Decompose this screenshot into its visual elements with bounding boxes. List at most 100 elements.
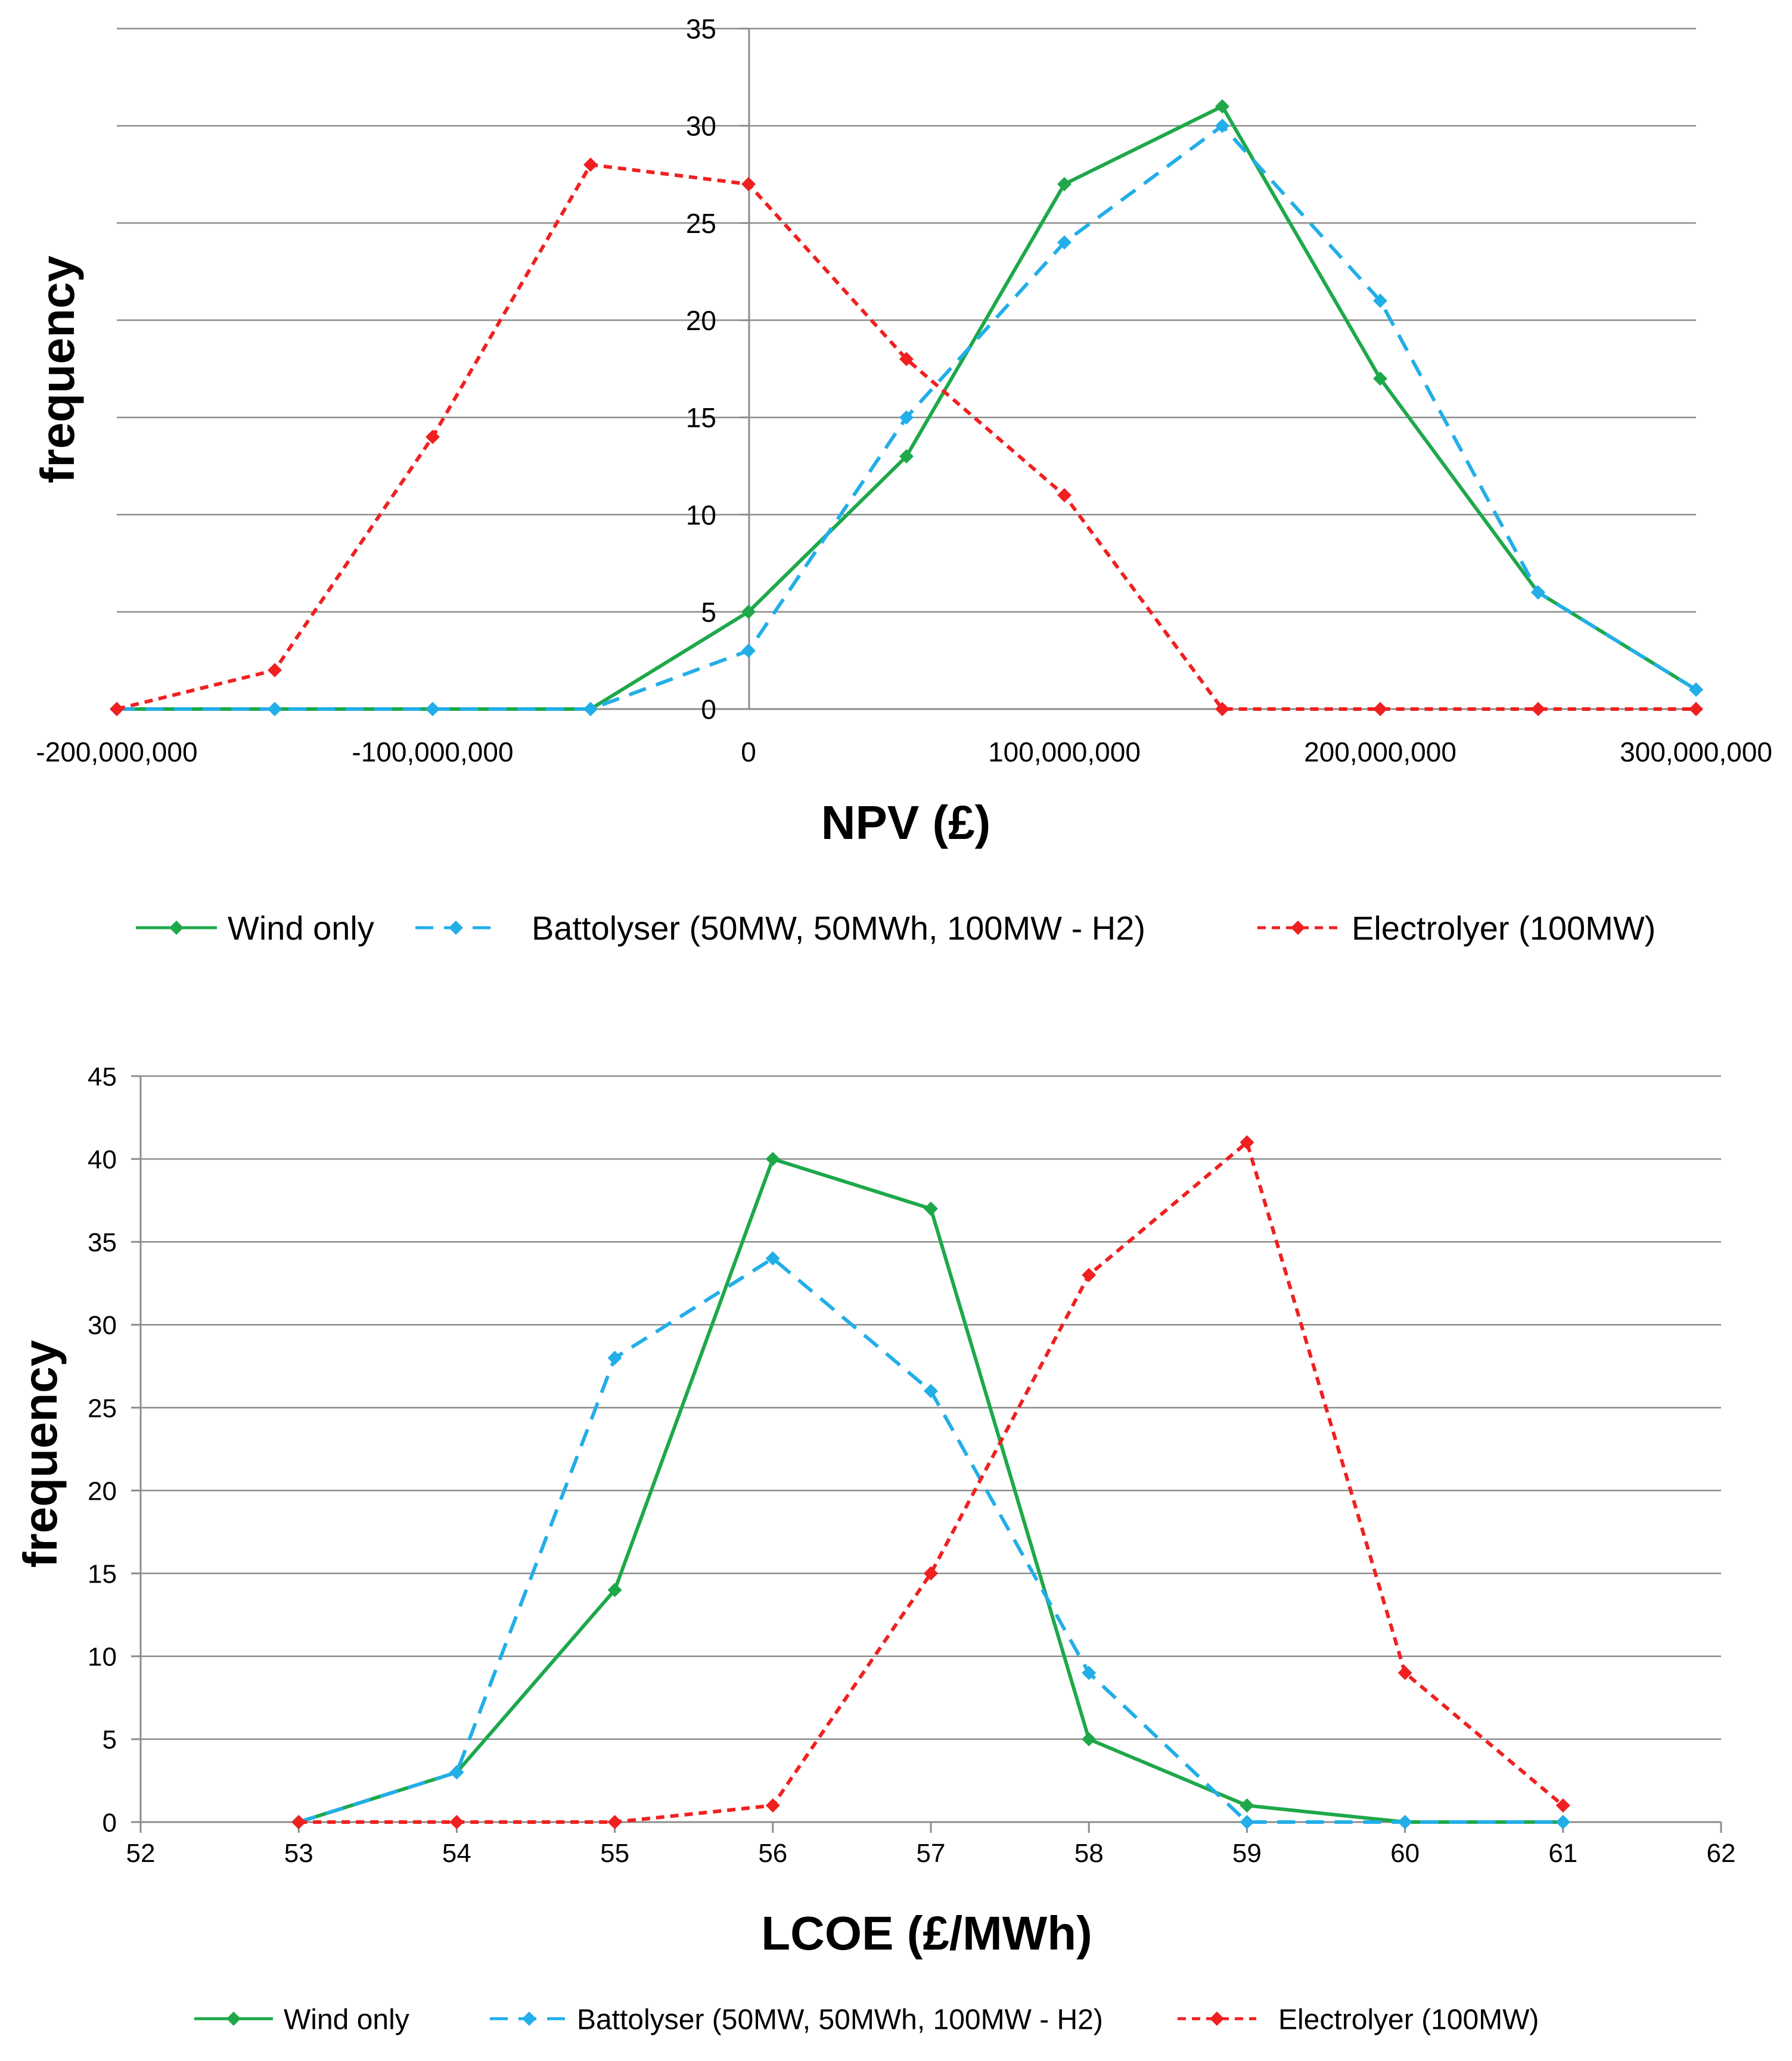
data-point	[449, 1815, 464, 1829]
lcoe-y-tick-labels: 0 5 10 15 20 25 30 35 40 45	[88, 1062, 117, 1838]
series-electrolyer	[291, 1135, 1570, 1829]
data-point	[1373, 371, 1387, 386]
legend-item: Electrolyer (100MW)	[1178, 2004, 1539, 2035]
legend-label: Electrolyer (100MW)	[1352, 909, 1656, 947]
data-point	[1082, 1267, 1097, 1282]
data-point	[1373, 293, 1387, 308]
x-tick-label: 200,000,000	[1304, 736, 1456, 767]
legend-label: Electrolyer (100MW)	[1278, 2004, 1539, 2035]
y-tick-label: 5	[701, 596, 716, 627]
x-tick-label: 56	[758, 1839, 787, 1868]
data-point	[924, 1566, 938, 1581]
y-tick-label: 25	[686, 208, 716, 239]
npv-gridlines	[117, 27, 1696, 613]
data-point	[1555, 1815, 1570, 1829]
data-point	[1531, 702, 1545, 716]
x-tick-label: 55	[600, 1839, 629, 1868]
legend-label: Battolyser (50MW, 50MWh, 100MW - H2)	[577, 2004, 1103, 2035]
y-tick-label: 10	[686, 499, 716, 530]
data-point	[1057, 177, 1072, 192]
data-point	[741, 644, 756, 658]
lcoe-chart: 0 5 10 15 20 25 30 35 40 45 52 53 54 55 56 57 58 59 60 61 6…	[14, 1062, 1735, 2035]
y-tick-label: 45	[88, 1062, 117, 1092]
data-point	[899, 410, 914, 425]
data-point	[1689, 702, 1703, 716]
series-battolyser	[291, 1251, 1570, 1829]
x-tick-label: -200,000,000	[36, 736, 197, 767]
data-point	[607, 1815, 622, 1829]
y-tick-label: 20	[88, 1476, 117, 1506]
x-tick-label: 0	[741, 736, 756, 767]
data-point	[741, 177, 756, 192]
x-tick-label: 59	[1232, 1839, 1262, 1868]
data-point	[426, 702, 440, 716]
legend-item: Electrolyer (100MW)	[1257, 909, 1656, 947]
data-point	[1240, 1135, 1254, 1150]
data-point	[1689, 682, 1703, 697]
npv-series	[110, 99, 1703, 716]
data-point	[268, 702, 282, 716]
legend-label: Wind only	[228, 909, 374, 947]
data-point	[1240, 1815, 1254, 1829]
data-point	[1057, 488, 1072, 503]
legend-marker	[522, 2012, 536, 2026]
data-point	[1082, 1732, 1097, 1746]
data-point	[1531, 585, 1545, 600]
npv-chart: 0 5 10 15 20 25 30 35 -200,000,000 -100,000,000 0…	[31, 14, 1772, 947]
y-tick-label: 40	[88, 1145, 117, 1174]
data-point	[607, 1350, 622, 1365]
legend-marker	[1210, 2012, 1224, 2026]
data-point	[1215, 99, 1229, 114]
lcoe-x-axis-title: LCOE (£/MWh)	[761, 1907, 1092, 1960]
x-tick-label: 52	[126, 1839, 156, 1868]
data-point	[1215, 119, 1229, 133]
lcoe-legend: Wind only Battolyser (50MW, 50MWh, 100MW …	[194, 2004, 1539, 2035]
y-tick-label: 0	[103, 1808, 117, 1838]
npv-tick-marks	[740, 27, 749, 710]
data-point	[110, 702, 124, 716]
data-point	[1215, 702, 1229, 716]
data-point	[268, 663, 282, 677]
data-point	[899, 352, 914, 366]
data-point	[291, 1815, 306, 1829]
y-tick-label: 15	[88, 1560, 117, 1589]
legend-marker	[226, 2012, 241, 2026]
legend-label: Wind only	[284, 2004, 409, 2035]
data-point	[607, 1583, 622, 1597]
y-tick-label: 25	[88, 1394, 117, 1423]
series-line	[117, 104, 1697, 711]
data-point	[449, 1765, 464, 1780]
legend-item: Battolyser (50MW, 50MWh, 100MW - H2)	[490, 2004, 1103, 2035]
lcoe-x-tick-labels: 52 53 54 55 56 57 58 59 60 61 62	[126, 1839, 1736, 1868]
series-electrolyer	[110, 157, 1703, 716]
series-line	[116, 163, 1696, 711]
npv-x-axis-title: NPV (£)	[821, 796, 991, 849]
data-point	[765, 1251, 780, 1266]
series-battolyser	[110, 119, 1703, 716]
x-tick-label: 58	[1074, 1839, 1104, 1868]
npv-y-tick-labels: 0 5 10 15 20 25 30 35	[686, 14, 716, 725]
data-point	[924, 1201, 938, 1216]
x-tick-label: 62	[1707, 1839, 1736, 1868]
data-point	[765, 1798, 780, 1813]
y-tick-label: 0	[701, 694, 716, 725]
legend-item: Battolyser (50MW, 50MWh, 100MW - H2)	[415, 909, 1145, 947]
legend-marker	[1291, 921, 1305, 935]
lcoe-tick-marks	[131, 1075, 1722, 1833]
npv-y-axis-title: frequency	[31, 255, 84, 483]
data-point	[765, 1152, 780, 1167]
legend-item: Wind only	[136, 909, 374, 947]
y-tick-label: 5	[103, 1726, 117, 1755]
legend-marker	[449, 921, 463, 935]
y-tick-label: 15	[686, 402, 716, 433]
legend-label: Battolyser (50MW, 50MWh, 100MW - H2)	[532, 909, 1145, 947]
data-point	[1373, 702, 1387, 716]
y-tick-label: 35	[686, 14, 716, 45]
y-tick-label: 30	[686, 111, 716, 142]
y-tick-label: 35	[88, 1228, 117, 1257]
npv-x-tick-labels: -200,000,000 -100,000,000 0 100,000,000 200,…	[36, 736, 1772, 767]
data-point	[1397, 1665, 1412, 1680]
x-tick-label: 57	[917, 1839, 946, 1868]
x-tick-label: 54	[442, 1839, 471, 1868]
